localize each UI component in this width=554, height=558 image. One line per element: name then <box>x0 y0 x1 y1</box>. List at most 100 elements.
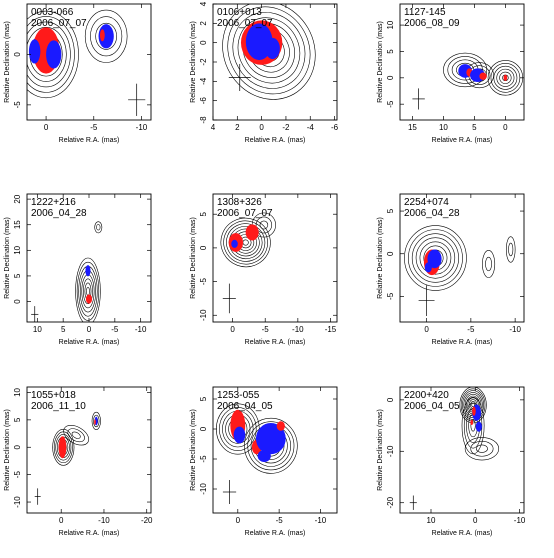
y-tick-label: 15 <box>13 220 22 229</box>
observation-date: 2006_07_07 <box>217 18 273 29</box>
observation-date: 2006_04_28 <box>404 208 460 219</box>
y-tick-label: 0 <box>13 444 22 449</box>
observation-date: 2006_04_05 <box>404 401 460 412</box>
axes-frame <box>26 3 152 121</box>
y-tick-label: 10 <box>13 245 22 254</box>
y-tick-label: -20 <box>386 496 395 508</box>
axes-frame <box>399 386 525 514</box>
source-name: 0106+013 <box>217 7 262 18</box>
y-tick-label: 0 <box>13 299 22 304</box>
x-tick-label: -4 <box>307 123 315 132</box>
x-tick-label: -2 <box>282 123 290 132</box>
red-patch <box>85 294 93 304</box>
source-name: 2254+074 <box>404 197 449 208</box>
red-patch <box>99 29 105 42</box>
x-tick-label: -5 <box>262 325 270 334</box>
panel-1308+326: 0 -5 -10 -15 -10 -5 0 5 Relative R.A. (mas) Relat… <box>190 193 338 346</box>
y-tick-label: -5 <box>199 277 208 285</box>
contour-level <box>259 220 269 230</box>
observation-date: 2006_08_09 <box>404 18 460 29</box>
blue-patch <box>46 40 62 69</box>
x-tick-label: -5 <box>276 516 284 525</box>
y-axis-label: Relative Declination (mas) <box>377 21 384 103</box>
contour-level <box>462 390 485 420</box>
contour-level <box>27 21 71 88</box>
contour-level <box>447 56 483 84</box>
x-tick-label: 5 <box>61 325 66 334</box>
x-axis-label: Relative R.A. (mas) <box>245 339 306 346</box>
x-tick-label: 0 <box>230 325 235 334</box>
contour-component <box>94 221 103 234</box>
contour-level <box>408 229 463 287</box>
x-tick-label: -10 <box>98 516 110 525</box>
x-tick-label: -5 <box>467 325 475 334</box>
contour-component <box>220 217 271 268</box>
x-axis-label: Relative R.A. (mas) <box>245 137 306 144</box>
red-patch <box>472 406 476 416</box>
x-tick-label: 10 <box>427 516 436 525</box>
x-axis-label: Relative R.A. (mas) <box>59 137 120 144</box>
blue-patch <box>255 423 286 455</box>
plot-area <box>404 225 516 317</box>
contour-level <box>415 237 456 279</box>
contour-level <box>470 419 476 432</box>
y-tick-label: -5 <box>13 101 22 109</box>
contour-component <box>464 437 500 461</box>
x-tick-label: -10 <box>315 516 327 525</box>
contour-level <box>83 278 93 305</box>
y-tick-label: 0 <box>199 40 208 45</box>
contour-level <box>476 444 488 453</box>
contour-level <box>91 411 101 431</box>
plot-area <box>409 387 500 510</box>
y-tick-label: -5 <box>386 292 395 300</box>
y-tick-label: 0 <box>13 52 22 57</box>
y-tick-label: -5 <box>199 455 208 463</box>
axes-frame <box>212 193 338 323</box>
contour-level <box>443 52 488 88</box>
y-axis-label: Relative Declination (mas) <box>377 217 384 299</box>
x-tick-label: 10 <box>439 123 448 132</box>
observation-date: 2006_11_10 <box>31 401 86 412</box>
y-tick-label: 5 <box>386 208 395 213</box>
contour-level <box>223 220 268 265</box>
source-name: 2200+420 <box>404 390 449 401</box>
y-tick-label: 5 <box>199 211 208 216</box>
axes-frame <box>26 386 152 514</box>
contour-level <box>244 417 298 474</box>
x-tick-label: 5 <box>472 123 477 132</box>
red-patch <box>58 436 67 459</box>
contour-component <box>505 236 516 263</box>
contour-level <box>84 9 128 63</box>
y-tick-label: 20 <box>13 194 22 203</box>
panel-1055+018: 0 -10 -20 -10 -5 0 5 10 Relative R.A. (mas) Relat… <box>4 386 153 537</box>
contour-level <box>220 217 271 268</box>
x-tick-label: 10 <box>33 325 42 334</box>
blue-patch <box>475 421 482 432</box>
contour-level <box>227 6 311 95</box>
contour-level <box>67 428 85 443</box>
y-tick-label: -6 <box>199 97 208 105</box>
y-tick-label: -8 <box>199 116 208 124</box>
axes-frame <box>399 3 525 121</box>
x-tick-label: 0 <box>259 123 264 132</box>
red-patch <box>479 72 487 80</box>
contour-level <box>242 239 249 246</box>
y-tick-label: -10 <box>199 309 208 321</box>
observation-date: 2006_07_07 <box>217 208 273 219</box>
panel-1127-145: 15 10 5 0 -5 0 5 10 Relative R.A. (mas) Relative … <box>377 3 525 144</box>
source-name: 1253-055 <box>217 390 260 401</box>
contour-level <box>52 428 75 466</box>
x-tick-label: -5 <box>111 325 119 334</box>
plot-area <box>31 221 103 322</box>
contour-level <box>71 431 81 439</box>
x-tick-label: -20 <box>141 516 153 525</box>
panel-2254+074: 0 -5 -10 -5 0 5 Relative R.A. (mas) Relative De… <box>377 193 525 346</box>
y-tick-label: 0 <box>386 251 395 256</box>
blue-patch <box>257 450 271 462</box>
x-tick-label: -10 <box>514 516 526 525</box>
y-tick-label: 10 <box>13 387 22 396</box>
contour-level <box>219 407 257 451</box>
x-axis-label: Relative R.A. (mas) <box>432 137 493 144</box>
axes-frame <box>212 386 338 514</box>
